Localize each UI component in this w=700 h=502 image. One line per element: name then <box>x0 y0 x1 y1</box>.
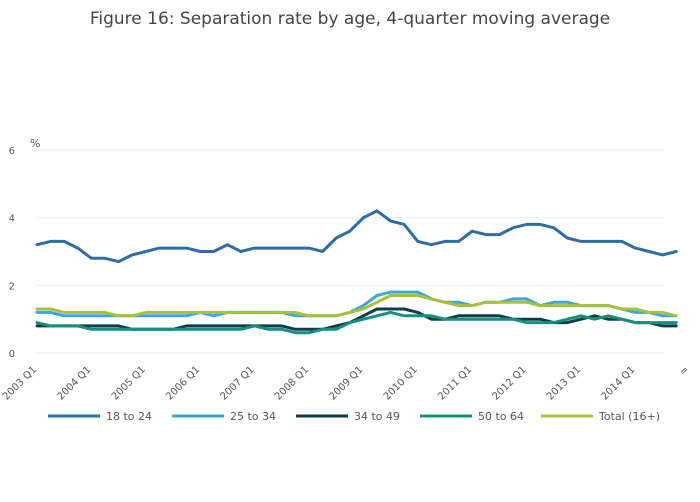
x-tick-label: 2006 Q1 <box>164 364 202 402</box>
x-tick-label: 2012 Q1 <box>491 364 529 402</box>
x-tick-label: 2011 Q1 <box>436 364 474 402</box>
series-line-0[interactable] <box>35 209 678 264</box>
x-tick-label: = <box>678 364 692 378</box>
legend-item-0[interactable]: 18 to 24 <box>48 410 152 423</box>
x-tick-label: 2008 Q1 <box>273 364 311 402</box>
y-tick-label: 2 <box>9 281 15 292</box>
x-tick-label: 2005 Q1 <box>110 364 148 402</box>
y-tick-label: 0 <box>9 349 15 360</box>
y-axis-unit-label: % <box>30 137 40 150</box>
legend-label: 18 to 24 <box>106 410 152 423</box>
legend-item-1[interactable]: 25 to 34 <box>172 410 276 423</box>
legend-item-4[interactable]: Total (16+) <box>541 410 660 423</box>
x-tick-label: 2014 Q1 <box>599 364 637 402</box>
legend-item-2[interactable]: 34 to 49 <box>296 410 400 423</box>
x-tick-label: 2004 Q1 <box>55 364 93 402</box>
series-line-4[interactable] <box>35 294 678 318</box>
x-tick-label: 2007 Q1 <box>219 364 257 402</box>
legend[interactable]: 18 to 24 25 to 34 34 to 49 50 to 64 Total (1… <box>48 410 660 423</box>
series-line-3[interactable] <box>35 310 678 335</box>
legend-label: Total (16+) <box>598 410 660 423</box>
gridlines <box>37 149 665 354</box>
legend-label: 50 to 64 <box>478 410 524 423</box>
y-tick-label: 6 <box>9 146 15 157</box>
legend-label: 25 to 34 <box>230 410 276 423</box>
x-axis: 2003 Q1 2004 Q1 2005 Q1 2006 Q1 2007 Q1 2008 … <box>1 364 691 402</box>
legend-item-3[interactable]: 50 to 64 <box>420 410 524 423</box>
series-lines <box>35 209 678 335</box>
chart-title: Figure 16: Separation rate by age, 4-qua… <box>90 9 610 29</box>
y-tick-label: 4 <box>9 214 15 225</box>
x-tick-label: 2003 Q1 <box>1 364 39 402</box>
x-tick-label: 2010 Q1 <box>382 364 420 402</box>
legend-label: 34 to 49 <box>354 410 400 423</box>
y-axis: 0 2 4 6 <box>9 146 15 360</box>
series-line-1[interactable] <box>35 290 678 318</box>
x-tick-label: 2013 Q1 <box>545 364 583 402</box>
x-tick-label: 2009 Q1 <box>327 364 365 402</box>
